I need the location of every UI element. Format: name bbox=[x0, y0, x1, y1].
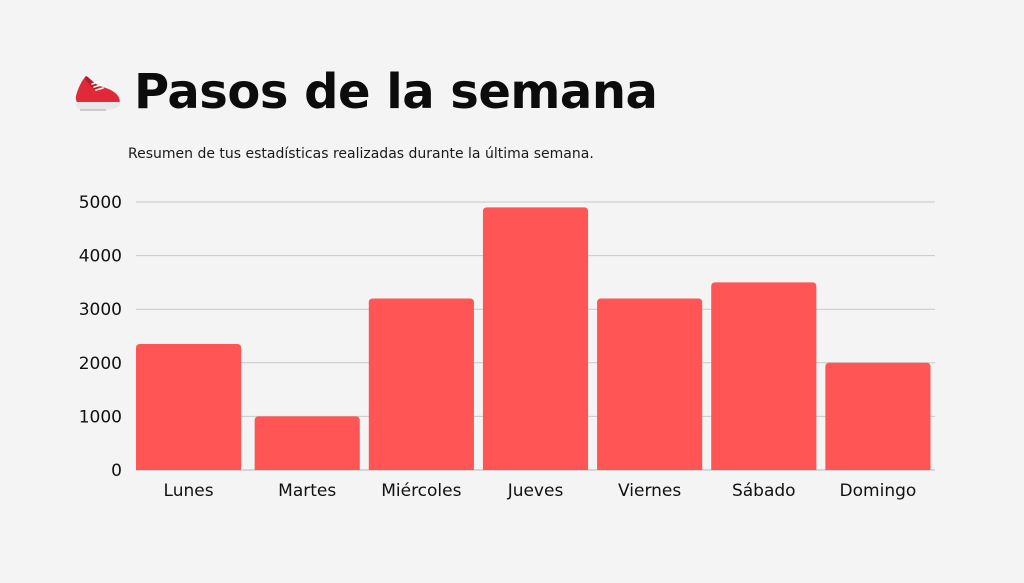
header: Pasos de la semana bbox=[72, 62, 658, 122]
x-tick-label: Domingo bbox=[840, 481, 917, 501]
y-tick-label: 0 bbox=[111, 461, 122, 481]
x-tick-label: Jueves bbox=[507, 481, 564, 501]
y-tick-label: 1000 bbox=[79, 407, 122, 427]
bar bbox=[254, 416, 360, 470]
bar bbox=[597, 298, 703, 470]
x-tick-label: Sábado bbox=[732, 481, 796, 501]
bar bbox=[136, 344, 242, 470]
bar bbox=[482, 207, 589, 471]
bar bbox=[825, 362, 931, 470]
x-tick-label: Miércoles bbox=[381, 481, 461, 501]
y-tick-label: 3000 bbox=[79, 300, 122, 320]
bar bbox=[368, 298, 474, 470]
bar bbox=[711, 282, 817, 470]
x-tick-label: Martes bbox=[278, 481, 336, 501]
page-title: Pasos de la semana bbox=[134, 64, 658, 120]
x-tick-label: Lunes bbox=[164, 481, 214, 501]
y-tick-label: 5000 bbox=[79, 193, 122, 213]
y-tick-label: 2000 bbox=[79, 354, 122, 374]
y-tick-label: 4000 bbox=[79, 247, 122, 267]
page-subtitle: Resumen de tus estadísticas realizadas d… bbox=[128, 146, 594, 162]
x-tick-label: Viernes bbox=[618, 481, 681, 501]
running-shoe-icon bbox=[75, 76, 121, 111]
